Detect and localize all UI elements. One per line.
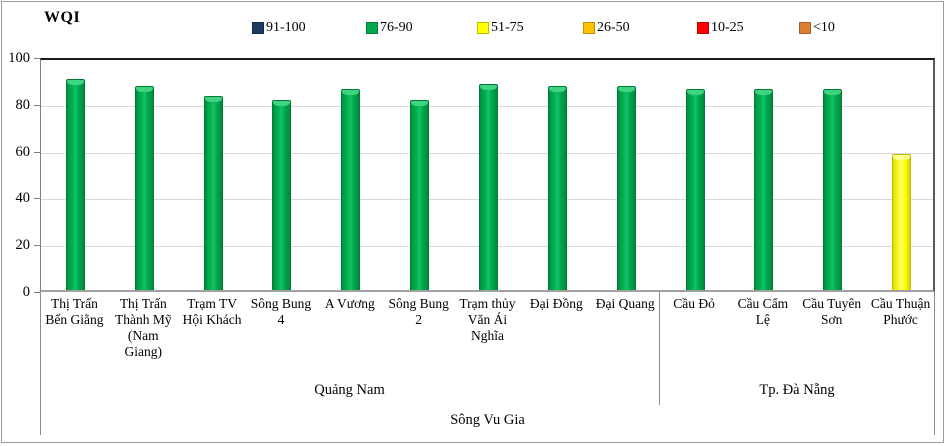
y-axis-tick-label: 100 xyxy=(8,50,30,66)
y-axis-tick-mark xyxy=(34,198,40,200)
y-axis-tick-mark xyxy=(34,104,40,106)
y-axis-tick-label: 20 xyxy=(15,237,31,254)
legend-label: <10 xyxy=(813,20,835,35)
bar xyxy=(410,100,430,290)
legend-label: 51-75 xyxy=(491,20,524,35)
y-axis-tick-label: 60 xyxy=(15,143,31,160)
category-label: Đại Quang xyxy=(595,296,655,311)
bar xyxy=(754,89,774,290)
y-axis-tick-label: 0 xyxy=(22,284,30,300)
legend-item-51-75: 51-75 xyxy=(477,20,524,36)
bar xyxy=(341,89,361,290)
legend-item-lt10: <10 xyxy=(799,20,835,36)
legend-swatch-91-100 xyxy=(252,22,264,34)
legend-swatch-26-50 xyxy=(583,22,595,34)
bar xyxy=(272,100,292,290)
legend-item-76-90: 76-90 xyxy=(366,20,413,36)
category-label: Cầu Cẩm Lệ xyxy=(737,296,789,327)
y-axis-tick-label: 80 xyxy=(15,96,31,113)
bar xyxy=(892,154,912,290)
category-label: Sông Bung 2 xyxy=(388,296,449,327)
bar-top-cap xyxy=(66,80,84,85)
y-axis-tick-mark xyxy=(34,292,40,293)
category-label: Thị Trấn Bến Giằng xyxy=(45,296,104,327)
legend-item-26-50: 26-50 xyxy=(583,20,630,36)
bar xyxy=(203,96,223,290)
category-label: Cầu Đỏ xyxy=(673,296,715,311)
category-separator-left xyxy=(40,292,41,435)
bar xyxy=(479,84,498,290)
legend-swatch-lt10 xyxy=(799,22,811,34)
bar-top-cap xyxy=(686,90,704,95)
top-level-label-song-vu-gia: Sông Vu Gia xyxy=(450,412,525,428)
bar-top-cap xyxy=(273,101,291,106)
legend-label: 91-100 xyxy=(266,20,306,35)
bar xyxy=(616,86,636,290)
legend: 91-100 76-90 51-75 26-50 10-25 <10 xyxy=(0,20,945,36)
bar xyxy=(685,89,705,290)
bar-top-cap xyxy=(480,85,497,90)
legend-swatch-10-25 xyxy=(697,22,709,34)
legend-swatch-51-75 xyxy=(477,22,489,34)
category-label: Sông Bung 4 xyxy=(250,296,312,327)
bar-top-cap xyxy=(135,87,153,92)
category-separator-middle xyxy=(659,292,660,405)
category-label: A Vương xyxy=(324,296,375,311)
category-separator-right xyxy=(934,292,935,435)
category-label: Cầu Tuyên Sơn xyxy=(802,296,862,327)
bar xyxy=(547,86,567,290)
group-label-quang-nam: Quảng Nam xyxy=(314,382,385,398)
group-label-da-nang: Tp. Đà Nẵng xyxy=(759,382,835,398)
category-label: Trạm TV Hội Khách xyxy=(182,296,242,327)
category-label: Trạm thủy Văn Ái Nghĩa xyxy=(459,296,516,343)
legend-item-91-100: 91-100 xyxy=(252,20,306,36)
plot-area xyxy=(40,58,935,292)
y-axis-tick-mark xyxy=(34,58,40,59)
bar-top-cap xyxy=(755,90,773,95)
bar-top-cap xyxy=(411,101,429,106)
category-label: Cầu Thuận Phước xyxy=(870,296,931,327)
legend-label: 26-50 xyxy=(597,20,630,35)
chart-title: WQI xyxy=(44,9,81,26)
category-label: Thị Trấn Thành Mỹ (Nam Giang) xyxy=(114,296,172,359)
legend-label: 76-90 xyxy=(380,20,413,35)
y-axis-tick-mark xyxy=(34,151,40,153)
bar xyxy=(823,89,843,290)
y-axis-tick-mark xyxy=(34,245,40,247)
bar-top-cap xyxy=(824,90,842,95)
bar xyxy=(134,86,154,290)
bar-top-cap xyxy=(548,87,566,92)
category-label: Đại Đồng xyxy=(529,296,583,311)
legend-swatch-76-90 xyxy=(366,22,378,34)
bar-top-cap xyxy=(342,90,360,95)
bar-top-cap xyxy=(617,87,635,92)
bar xyxy=(65,79,85,290)
legend-item-10-25: 10-25 xyxy=(697,20,744,36)
legend-label: 10-25 xyxy=(711,20,744,35)
bar-top-cap xyxy=(893,155,911,160)
y-axis-tick-label: 40 xyxy=(15,190,31,207)
bar-top-cap xyxy=(204,97,222,102)
